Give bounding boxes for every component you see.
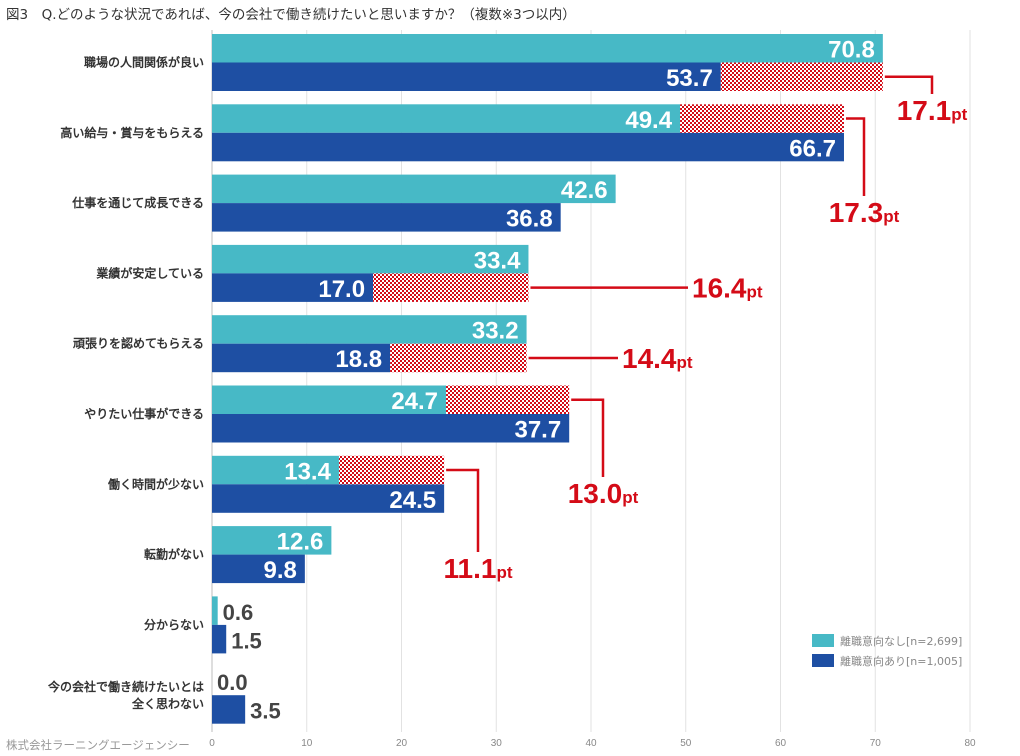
- difference-leader-line: [446, 468, 480, 552]
- difference-annotations: 17.1pt 17.3pt 16.4pt 14.4pt 13.0pt 11.1pt: [338, 62, 968, 584]
- bar-intent: [212, 343, 391, 373]
- x-tick-label: 50: [680, 738, 692, 749]
- difference-label: 13.0pt: [568, 478, 639, 509]
- value-label: 66.7: [789, 135, 836, 162]
- category-label: やりたい仕事ができる: [84, 406, 204, 421]
- difference-leader-line: [884, 75, 934, 94]
- bar-intent: [212, 695, 246, 724]
- x-axis-ticks: 0 10 20 30 40 50 60 70 80: [209, 738, 976, 749]
- difference-hatch: [373, 273, 529, 302]
- category-labels: 職場の人間関係が良い高い給与・賞与をもらえる仕事を通じて成長できる業績が安定して…: [47, 55, 204, 712]
- difference-hatch: [390, 343, 527, 373]
- category-label: 今の会社で働き続けたいとは全く思わない: [47, 679, 204, 711]
- value-label: 18.8: [335, 346, 382, 373]
- bar-intent: [212, 132, 844, 162]
- bar-intent: [212, 484, 445, 513]
- difference-label: 11.1pt: [444, 553, 513, 584]
- bar-no-intent: [212, 104, 681, 133]
- bar-no-intent: [212, 596, 218, 625]
- x-tick-label: 70: [870, 738, 882, 749]
- category-label: 業績が安定している: [95, 265, 204, 280]
- bar-intent: [212, 414, 570, 443]
- x-tick-label: 10: [301, 738, 313, 749]
- value-label: 24.7: [391, 388, 438, 415]
- bar-no-intent: [212, 385, 447, 414]
- bar-no-intent: [212, 244, 529, 274]
- value-label: 33.4: [474, 247, 521, 274]
- chart-title: 図3 Q.どのような状況であれば、今の会社で働き続けたいと思いますか？（複数※3…: [6, 7, 576, 23]
- x-tick-label: 0: [209, 738, 215, 749]
- value-label: 36.8: [506, 206, 553, 233]
- difference-label: 17.1pt: [897, 95, 968, 126]
- footer-credit: 株式会社ラーニングエージェンシー: [6, 738, 190, 752]
- category-label: 仕事を通じて成長できる: [71, 195, 204, 210]
- bar-intent: [212, 624, 227, 654]
- value-label: 70.8: [828, 37, 875, 64]
- x-tick-label: 80: [964, 738, 976, 749]
- value-label: 53.7: [666, 65, 713, 92]
- legend-swatch-intent: [812, 654, 834, 667]
- x-tick-label: 40: [585, 738, 597, 749]
- value-label: 49.4: [625, 107, 672, 134]
- legend-label-intent: 離職意向あり[n=1,005]: [840, 654, 962, 668]
- legend: 離職意向なし[n=2,699] 離職意向あり[n=1,005]: [812, 634, 962, 668]
- difference-hatch: [446, 385, 570, 414]
- value-label: 0.0: [217, 670, 248, 695]
- category-label: 分からない: [144, 617, 204, 632]
- bar-no-intent: [212, 455, 339, 485]
- bar-intent: [212, 203, 561, 232]
- value-label: 13.4: [284, 458, 331, 485]
- difference-hatch: [680, 104, 844, 133]
- value-label: 24.5: [389, 487, 436, 514]
- category-label: 働く時間が少ない: [107, 476, 204, 491]
- bar-no-intent: [212, 315, 527, 344]
- value-label: 3.5: [250, 699, 281, 724]
- value-label: 37.7: [514, 417, 561, 444]
- category-label: 転勤がない: [144, 547, 204, 562]
- bar-no-intent: [212, 174, 616, 204]
- difference-label: 16.4pt: [692, 273, 763, 304]
- bar-no-intent: [212, 34, 883, 63]
- bar-intent: [212, 554, 305, 584]
- bars: 70.8 53.7 49.4 66.7 42.6 36.8 33.4 17.0 33.2 18.8…: [212, 34, 883, 724]
- value-label: 12.6: [277, 529, 324, 556]
- difference-label: 14.4pt: [622, 343, 693, 374]
- value-label: 17.0: [318, 276, 365, 303]
- bar-intent: [212, 273, 374, 302]
- value-label: 33.2: [472, 318, 519, 345]
- value-label: 1.5: [231, 628, 262, 653]
- legend-label-no-intent: 離職意向なし[n=2,699]: [840, 634, 962, 648]
- value-label: 42.6: [561, 177, 608, 204]
- difference-label: 17.3pt: [829, 197, 900, 228]
- x-tick-label: 20: [396, 738, 408, 749]
- difference-leader-line: [571, 398, 605, 477]
- x-tick-label: 60: [775, 738, 787, 749]
- legend-swatch-no-intent: [812, 634, 834, 647]
- category-label: 高い給与・賞与をもらえる: [60, 125, 204, 140]
- x-tick-label: 30: [491, 738, 503, 749]
- bar-no-intent: [212, 526, 332, 555]
- difference-leader-line: [845, 117, 866, 196]
- value-label: 9.8: [263, 557, 296, 584]
- difference-hatch: [338, 455, 445, 485]
- gridlines: [211, 30, 971, 732]
- category-label: 職場の人間関係が良い: [84, 55, 204, 70]
- category-label: 頑張りを認めてもらえる: [72, 336, 204, 351]
- difference-hatch: [720, 62, 883, 91]
- value-label: 0.6: [223, 600, 254, 625]
- bar-intent: [212, 62, 721, 91]
